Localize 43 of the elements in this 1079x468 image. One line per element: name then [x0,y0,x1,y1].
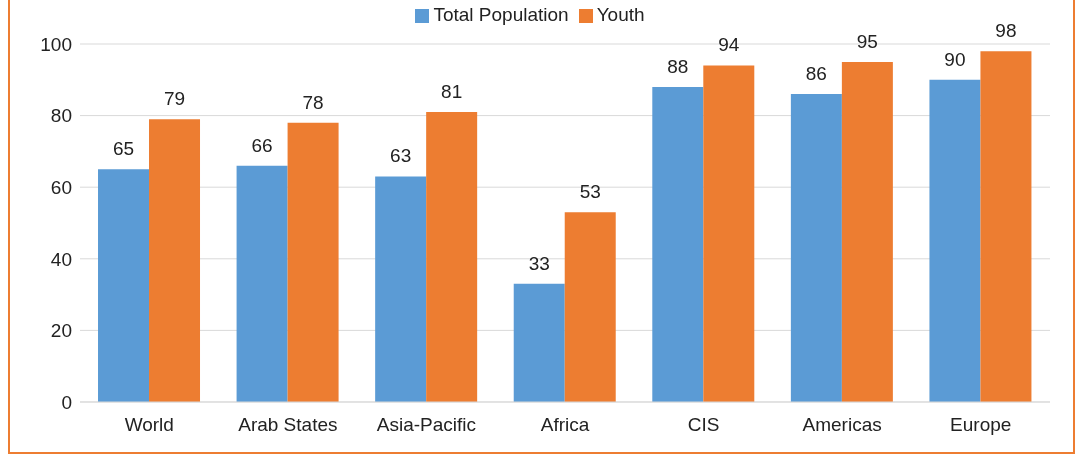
bar [929,79,981,402]
data-label: 90 [944,48,966,70]
data-label: 78 [302,91,324,113]
data-label: 65 [112,138,135,160]
data-label: 81 [441,81,463,103]
bar [426,112,478,402]
data-label: 53 [579,181,601,203]
y-tick-label: 80 [50,105,72,127]
data-label: 88 [667,55,689,77]
bar [98,169,150,402]
x-tick-label: Arab States [238,414,338,436]
data-label: 79 [163,88,186,110]
y-tick-label: 0 [61,391,72,413]
bar [236,165,288,402]
bar [652,86,704,402]
bar [790,94,842,402]
data-label: 94 [718,34,740,56]
y-tick-label: 20 [50,320,72,342]
bar [375,176,427,402]
x-tick-label: Asia-Pacific [376,414,477,436]
bar [513,283,565,402]
data-label: 33 [528,252,550,274]
bar [287,122,339,402]
y-tick-label: 60 [50,176,72,198]
x-tick-label: Americas [802,414,882,436]
data-label: 63 [390,145,412,167]
data-label: 95 [856,30,878,52]
x-tick-label: CIS [687,414,720,436]
data-label: 66 [251,134,273,156]
data-label: 98 [995,20,1017,42]
bar [980,51,1032,402]
y-tick-label: 40 [50,248,72,270]
legend-label: Youth [596,4,645,25]
legend-label: Total Population [433,4,569,25]
x-tick-label: Europe [950,414,1012,436]
data-label: 86 [805,63,827,85]
bar [841,61,893,402]
bar [564,212,616,402]
y-tick-label: 100 [40,33,72,55]
bar [703,65,755,402]
bar [149,119,201,402]
x-tick-label: Africa [540,414,590,436]
x-tick-label: World [124,414,174,436]
